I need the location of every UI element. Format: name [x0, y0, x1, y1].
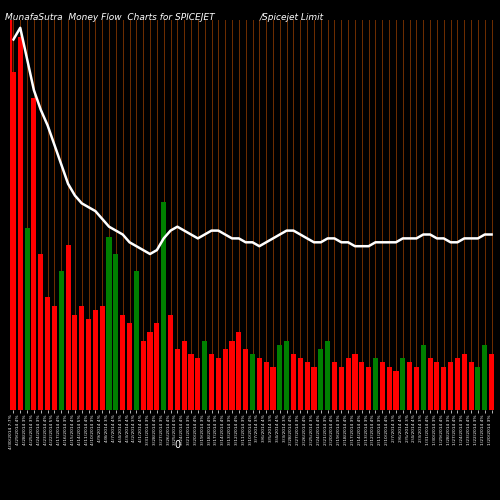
Bar	[188, 354, 194, 410]
Bar	[462, 354, 467, 410]
Bar	[106, 236, 112, 410]
Bar	[127, 324, 132, 410]
Bar	[298, 358, 303, 410]
Bar	[38, 254, 44, 410]
Bar	[32, 98, 36, 410]
Bar	[93, 310, 98, 410]
Bar	[325, 340, 330, 410]
Bar	[140, 340, 146, 410]
Bar	[428, 358, 432, 410]
Bar	[18, 38, 23, 410]
Bar	[86, 319, 91, 410]
Bar	[414, 366, 419, 410]
Bar	[312, 366, 316, 410]
Bar	[318, 350, 324, 410]
Bar	[386, 366, 392, 410]
Bar	[482, 345, 488, 410]
Bar	[58, 272, 64, 410]
Bar	[134, 272, 139, 410]
Bar	[291, 354, 296, 410]
Bar	[332, 362, 337, 410]
Text: 0: 0	[174, 440, 180, 450]
Bar	[45, 298, 50, 410]
Bar	[264, 362, 268, 410]
Bar	[420, 345, 426, 410]
Bar	[120, 314, 126, 410]
Bar	[278, 345, 282, 410]
Bar	[100, 306, 105, 410]
Bar	[373, 358, 378, 410]
Bar	[182, 340, 187, 410]
Bar	[455, 358, 460, 410]
Bar	[161, 202, 166, 410]
Bar	[222, 350, 228, 410]
Bar	[114, 254, 118, 410]
Bar	[346, 358, 350, 410]
Bar	[270, 366, 276, 410]
Bar	[441, 366, 446, 410]
Bar	[24, 228, 29, 410]
Bar	[304, 362, 310, 410]
Bar	[52, 306, 57, 410]
Text: MunafaSutra  Money Flow  Charts for SPICEJET: MunafaSutra Money Flow Charts for SPICEJ…	[5, 12, 214, 22]
Bar	[338, 366, 344, 410]
Bar	[202, 340, 207, 410]
Bar	[154, 324, 160, 410]
Bar	[434, 362, 440, 410]
Bar	[209, 354, 214, 410]
Bar	[236, 332, 242, 410]
Bar	[468, 362, 473, 410]
Bar	[79, 306, 84, 410]
Bar	[257, 358, 262, 410]
Bar	[489, 354, 494, 410]
Bar	[284, 340, 289, 410]
Bar	[216, 358, 221, 410]
Bar	[366, 366, 371, 410]
Bar	[11, 72, 16, 410]
Bar	[66, 246, 70, 410]
Bar	[148, 332, 152, 410]
Bar	[230, 340, 234, 410]
Bar	[196, 358, 200, 410]
Bar	[72, 314, 78, 410]
Bar	[175, 350, 180, 410]
Bar	[476, 366, 480, 410]
Bar	[250, 354, 255, 410]
Bar	[400, 358, 406, 410]
Bar	[168, 314, 173, 410]
Bar	[352, 354, 358, 410]
Bar	[380, 362, 385, 410]
Text: /Spicejet Limit: /Spicejet Limit	[260, 12, 324, 22]
Bar	[243, 350, 248, 410]
Bar	[359, 362, 364, 410]
Bar	[407, 362, 412, 410]
Bar	[448, 362, 453, 410]
Bar	[394, 371, 398, 410]
